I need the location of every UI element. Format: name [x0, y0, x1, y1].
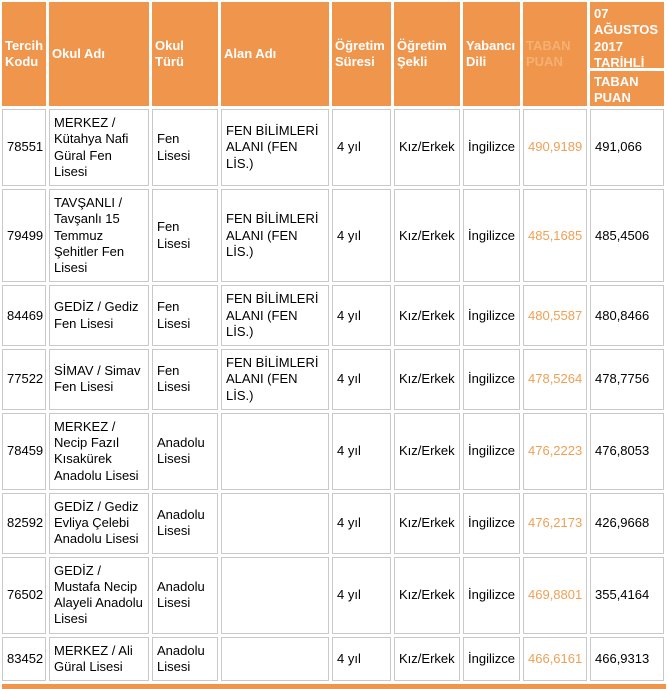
cell-okul-adi: MERKEZ / Ali Güral Lisesi — [49, 636, 149, 681]
cell-ogretim-suresi: 4 yıl — [332, 285, 391, 346]
cell-okul-turu: Fen Lisesi — [152, 349, 218, 410]
cell-okul-turu: Anadolu Lisesi — [152, 556, 218, 634]
cell-taban-puan: 476,2173 — [523, 492, 587, 554]
table-row: 84469 GEDİZ / Gediz Fen Lisesi Fen Lises… — [2, 285, 664, 346]
cell-tercih-kodu: 84469 — [2, 285, 46, 346]
cell-ogretim-sekli: Kız/Erkek — [394, 109, 460, 186]
cell-yabanci-dili: İngilizce — [463, 492, 520, 554]
table-row: 78459 MERKEZ / Necip Fazıl Kısakürek Ana… — [2, 412, 664, 490]
cell-okul-turu: Fen Lisesi — [152, 109, 218, 186]
header-row: Tercih Kodu Okul Adı Okul Türü Alan Adı … — [2, 2, 664, 106]
cell-okul-adi: MERKEZ / Kütahya Nafi Güral Fen Lisesi — [49, 109, 149, 186]
cell-yabanci-dili: İngilizce — [463, 412, 520, 490]
cell-okul-turu: Anadolu Lisesi — [152, 412, 218, 490]
cell-taban-puan-2017: 355,4164 — [590, 556, 664, 634]
cell-tercih-kodu: 82592 — [2, 492, 46, 554]
cell-yabanci-dili: İngilizce — [463, 636, 520, 681]
cell-ogretim-sekli: Kız/Erkek — [394, 349, 460, 410]
cell-alan-adi: FEN BİLİMLERİ ALANI (FEN LİS.) — [221, 285, 329, 346]
cell-taban-puan-2017: 480,8466 — [590, 285, 664, 346]
cell-taban-puan-2017: 466,9313 — [590, 636, 664, 681]
cell-okul-adi: TAVŞANLI / Tavşanlı 15 Temmuz Şehitler F… — [49, 189, 149, 283]
cell-taban-puan-2017: 478,7756 — [590, 349, 664, 410]
cell-taban-puan: 478,5264 — [523, 349, 587, 410]
table-row: 78551 MERKEZ / Kütahya Nafi Güral Fen Li… — [2, 109, 664, 186]
col-header-ogretim-suresi: Öğretim Süresi — [332, 2, 391, 106]
cell-alan-adi — [221, 412, 329, 490]
cell-yabanci-dili: İngilizce — [463, 556, 520, 634]
col-header-taban-puan-faded: TABAN PUAN — [523, 2, 587, 106]
col-header-tercih-kodu: Tercih Kodu — [2, 2, 46, 106]
table-row: 82592 GEDİZ / Gediz Evliya Çelebi Anadol… — [2, 492, 664, 554]
cell-ogretim-sekli: Kız/Erkek — [394, 412, 460, 490]
cell-taban-puan-2017: 485,4506 — [590, 189, 664, 283]
col-header-okul-turu: Okul Türü — [152, 2, 218, 106]
cell-okul-adi: MERKEZ / Necip Fazıl Kısakürek Anadolu L… — [49, 412, 149, 490]
cell-okul-turu: Fen Lisesi — [152, 285, 218, 346]
cell-taban-puan: 466,6161 — [523, 636, 587, 681]
cell-okul-turu: Fen Lisesi — [152, 189, 218, 283]
cell-ogretim-suresi: 4 yıl — [332, 556, 391, 634]
cell-okul-adi: GEDİZ / Gediz Evliya Çelebi Anadolu Lise… — [49, 492, 149, 554]
cell-ogretim-sekli: Kız/Erkek — [394, 189, 460, 283]
cell-alan-adi: FEN BİLİMLERİ ALANI (FEN LİS.) — [221, 189, 329, 283]
table-body: 78551 MERKEZ / Kütahya Nafi Güral Fen Li… — [2, 109, 664, 681]
cell-okul-adi: SİMAV / Simav Fen Lisesi — [49, 349, 149, 410]
cell-yabanci-dili: İngilizce — [463, 109, 520, 186]
cell-tercih-kodu: 76502 — [2, 556, 46, 634]
cell-taban-puan-2017: 476,8053 — [590, 412, 664, 490]
cell-ogretim-sekli: Kız/Erkek — [394, 636, 460, 681]
col-header-taban-puan-2017: 07 AĞUSTOS 2017 TARİHLİ TABAN PUAN — [590, 2, 664, 106]
cell-taban-puan: 476,2223 — [523, 412, 587, 490]
cell-alan-adi — [221, 492, 329, 554]
cell-taban-puan-2017: 491,066 — [590, 109, 664, 186]
cell-tercih-kodu: 83452 — [2, 636, 46, 681]
cell-ogretim-sekli: Kız/Erkek — [394, 285, 460, 346]
cell-yabanci-dili: İngilizce — [463, 285, 520, 346]
cell-taban-puan: 490,9189 — [523, 109, 587, 186]
cell-ogretim-suresi: 4 yıl — [332, 412, 391, 490]
cell-ogretim-sekli: Kız/Erkek — [394, 492, 460, 554]
cell-ogretim-suresi: 4 yıl — [332, 189, 391, 283]
table-row: 76502 GEDİZ / Mustafa Necip Alayeli Anad… — [2, 556, 664, 634]
next-table-header-strip — [2, 684, 666, 689]
cell-tercih-kodu: 78459 — [2, 412, 46, 490]
cell-taban-puan: 485,1685 — [523, 189, 587, 283]
cell-okul-turu: Anadolu Lisesi — [152, 492, 218, 554]
cell-okul-turu: Anadolu Lisesi — [152, 636, 218, 681]
cell-alan-adi: FEN BİLİMLERİ ALANI (FEN LİS.) — [221, 349, 329, 410]
cell-alan-adi: FEN BİLİMLERİ ALANI (FEN LİS.) — [221, 109, 329, 186]
col-header-yabanci-dili: Yabancı Dili — [463, 2, 520, 106]
col-header-date-label: 07 AĞUSTOS 2017 TARİHLİ — [590, 2, 664, 71]
cell-ogretim-suresi: 4 yıl — [332, 109, 391, 186]
cell-alan-adi — [221, 556, 329, 634]
cell-taban-puan: 469,8801 — [523, 556, 587, 634]
cell-yabanci-dili: İngilizce — [463, 349, 520, 410]
cell-ogretim-sekli: Kız/Erkek — [394, 556, 460, 634]
col-header-alan-adi: Alan Adı — [221, 2, 329, 106]
col-header-taban-puan-label: TABAN PUAN — [594, 74, 639, 106]
cell-ogretim-suresi: 4 yıl — [332, 492, 391, 554]
col-header-okul-adi: Okul Adı — [49, 2, 149, 106]
cell-taban-puan-2017: 426,9668 — [590, 492, 664, 554]
cell-tercih-kodu: 78551 — [2, 109, 46, 186]
cell-okul-adi: GEDİZ / Mustafa Necip Alayeli Anadolu Li… — [49, 556, 149, 634]
cell-yabanci-dili: İngilizce — [463, 189, 520, 283]
cell-tercih-kodu: 79499 — [2, 189, 46, 283]
table-row: 79499 TAVŞANLI / Tavşanlı 15 Temmuz Şehi… — [2, 189, 664, 283]
cell-okul-adi: GEDİZ / Gediz Fen Lisesi — [49, 285, 149, 346]
cell-alan-adi — [221, 636, 329, 681]
cell-ogretim-suresi: 4 yıl — [332, 636, 391, 681]
cell-ogretim-suresi: 4 yıl — [332, 349, 391, 410]
table-row: 77522 SİMAV / Simav Fen Lisesi Fen Lises… — [2, 349, 664, 410]
table-row: 83452 MERKEZ / Ali Güral Lisesi Anadolu … — [2, 636, 664, 681]
cell-taban-puan: 480,5587 — [523, 285, 587, 346]
cell-tercih-kodu: 77522 — [2, 349, 46, 410]
col-header-ogretim-sekli: Öğretim Şekli — [394, 2, 460, 106]
table-header: Tercih Kodu Okul Adı Okul Türü Alan Adı … — [2, 2, 664, 106]
